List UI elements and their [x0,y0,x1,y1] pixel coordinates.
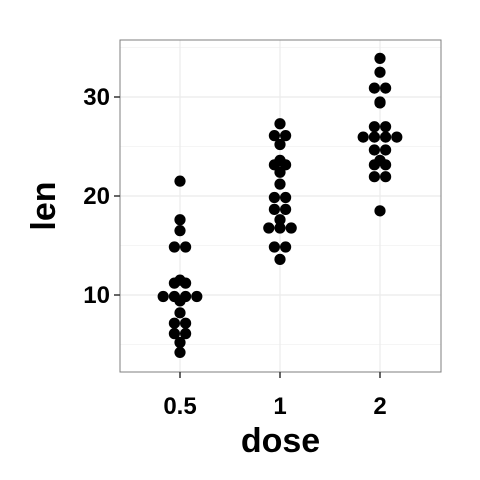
data-point [191,290,203,303]
data-point [391,131,403,143]
data-point [274,214,286,226]
data-point [368,121,380,133]
data-point [285,222,297,234]
data-point [274,138,286,151]
data-point [280,130,292,142]
data-point [274,253,286,265]
data-point [380,144,392,156]
data-point [274,154,286,166]
data-point [274,222,286,234]
data-point [368,171,380,183]
data-point [180,317,192,329]
data-point [374,66,386,78]
data-point [374,96,386,108]
data-point [374,154,386,166]
data-points [157,52,403,359]
data-point [274,178,286,190]
data-point [374,52,386,64]
data-point [174,225,186,237]
data-point [174,307,186,319]
data-point [368,144,380,156]
data-point [368,82,380,94]
data-point [174,336,186,349]
data-point [268,130,280,142]
data-point [374,205,386,217]
y-axis-title: len [25,181,63,230]
data-point [268,191,280,204]
data-point [168,328,180,340]
data-point [168,317,180,329]
x-axis-title: dose [241,422,320,460]
data-point [380,131,392,143]
data-point [368,131,380,143]
data-point [174,175,186,187]
data-point [280,191,292,204]
data-point [180,328,192,340]
data-point [174,214,186,226]
y-tick-label: 30 [83,84,110,111]
data-point [380,171,392,183]
y-tick-label: 10 [83,282,110,309]
data-point [380,121,392,133]
data-point [174,346,186,359]
x-tick-label: 2 [373,393,386,420]
data-point [380,82,392,94]
data-point [157,290,169,303]
data-point [357,131,369,143]
x-tick-label: 1 [273,393,286,420]
data-point [268,203,280,215]
data-point [180,290,192,303]
data-point [174,274,186,286]
data-point [168,290,180,303]
data-point [280,241,292,253]
data-point [274,118,286,130]
tick-labels: 10 20 30 0.5 1 2 [83,84,386,420]
data-point [180,241,192,253]
axis-ticks [114,96,381,378]
data-point [280,203,292,215]
data-point [263,222,275,234]
data-point [268,241,280,253]
x-tick-label: 0.5 [163,393,196,420]
y-tick-label: 20 [83,183,110,210]
data-point [168,241,180,253]
